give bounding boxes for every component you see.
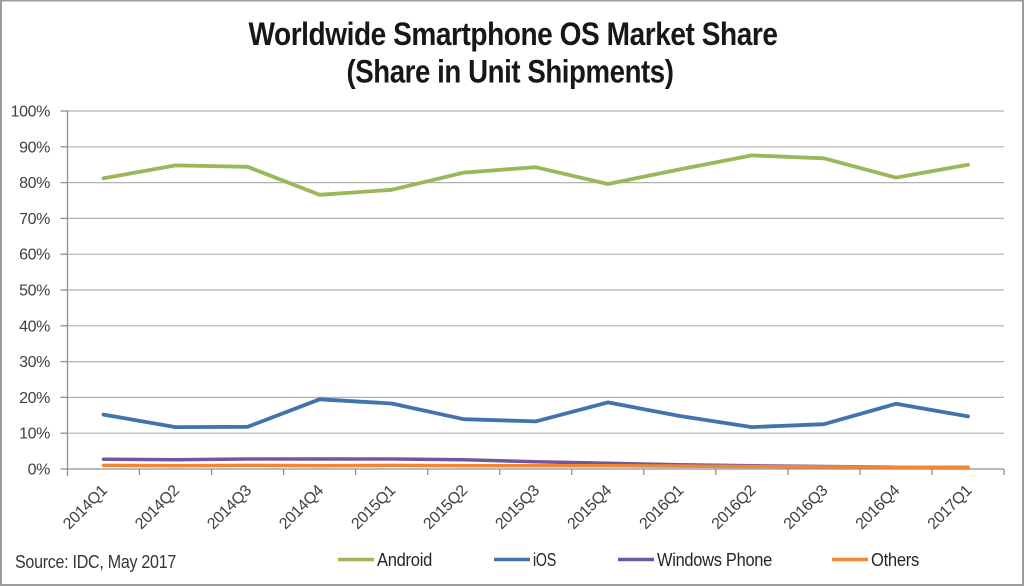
svg-text:0%: 0% <box>28 462 50 479</box>
svg-text:Worldwide Smartphone OS Market: Worldwide Smartphone OS Market Share <box>249 16 778 52</box>
svg-text:30%: 30% <box>19 354 50 371</box>
svg-text:20%: 20% <box>19 390 50 407</box>
svg-text:Windows Phone: Windows Phone <box>657 550 772 570</box>
svg-text:Android: Android <box>377 550 432 570</box>
svg-text:100%: 100% <box>11 104 50 121</box>
svg-text:(Share in Unit Shipments): (Share in Unit Shipments) <box>347 54 674 90</box>
svg-text:Source: IDC, May 2017: Source: IDC, May 2017 <box>15 552 176 572</box>
svg-text:50%: 50% <box>19 283 50 300</box>
svg-text:60%: 60% <box>19 247 50 264</box>
svg-text:10%: 10% <box>19 426 50 443</box>
svg-text:40%: 40% <box>19 318 50 335</box>
svg-text:80%: 80% <box>19 175 50 192</box>
svg-text:90%: 90% <box>19 139 50 156</box>
svg-text:iOS: iOS <box>533 550 556 570</box>
svg-text:Others: Others <box>871 550 919 570</box>
svg-text:70%: 70% <box>19 211 50 228</box>
